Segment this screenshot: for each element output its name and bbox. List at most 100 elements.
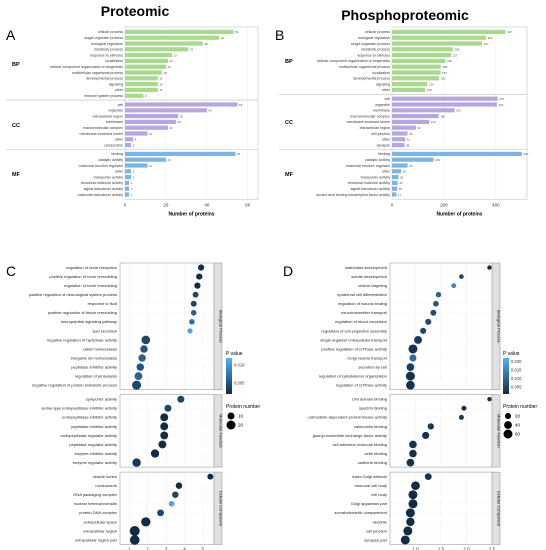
chart-b-bar: [392, 125, 416, 130]
chart-a-category-label: cell: [118, 103, 124, 107]
chart-d-term-label: neuronal cell body: [355, 483, 387, 488]
chart-b-category-label: localization: [372, 71, 390, 75]
chart-b-bar-value: 347: [484, 42, 489, 46]
chart-a-bar: [125, 180, 130, 185]
chart-c-x-tick-label: 1: [128, 547, 131, 550]
chart-a-bar-value: 21: [169, 126, 173, 130]
chart-b-bar-value: 407: [499, 97, 504, 101]
chart-d-dot: [461, 405, 467, 411]
chart-b-bar: [392, 82, 428, 87]
chart-a-bar-value: 20: [167, 158, 171, 162]
chart-d-term-label: neurotransmitter transport: [341, 310, 388, 315]
chart-c-legend-pvalue-tick: 0.010: [234, 363, 245, 368]
chart-c-legend-size-label: 20: [238, 423, 244, 428]
chart-a-bar: [125, 102, 238, 107]
chart-b-bar: [392, 29, 506, 34]
chart-b-bar-value: 51: [407, 138, 411, 142]
chart-c-term-label: DNA packaging complex: [73, 492, 117, 497]
chart-d-term-label: secretion by cell: [358, 364, 387, 369]
chart-b-bar-value: 182: [441, 77, 446, 81]
chart-a-group-label: BP: [12, 62, 20, 68]
chart-a-category-label: other: [115, 138, 124, 142]
chart-b-bar: [392, 35, 486, 40]
chart-b-bar-value: 48: [406, 143, 410, 147]
chart-c-dot: [192, 291, 199, 298]
chart-b-category-label: nucleic acid binding transcription facto…: [316, 193, 390, 197]
chart-b-category-label: synapse: [377, 143, 390, 147]
chart-a-bar-value: 31: [190, 48, 194, 52]
chart-d-dot: [406, 517, 415, 527]
chart-b-bar: [392, 157, 434, 162]
chart-b-bar-value: 187: [442, 71, 447, 75]
chart-b-bar: [392, 41, 483, 46]
chart-c-facet-label: Cellular Component: [219, 491, 224, 527]
chart-a-category-label: cellular component organization or bioge…: [50, 65, 123, 69]
heading-phosphoproteomic: Phosphoproteomic: [341, 7, 469, 23]
chart-a-bar-value: 9: [145, 94, 147, 98]
chart-b-bar: [392, 108, 455, 113]
chart-c-term-label: enzyme regulator activity: [73, 460, 117, 465]
chart-c-term-label: response to fluid: [88, 301, 117, 306]
chart-d-term-label: somatodendritic compartment: [334, 510, 388, 515]
chart-d-legend-size-label: 40: [515, 423, 521, 428]
chart-c-term-label: cation homeostasis: [83, 346, 117, 351]
chart-c-dot: [132, 380, 142, 390]
chart-b-bar: [392, 131, 408, 136]
chart-a-bar-value: 18: [163, 71, 167, 75]
chart-b-category-label: extracellular region: [360, 126, 390, 130]
chart-d-legend-size-dot: [504, 412, 512, 420]
chart-d-facet-label: Molecular Function: [497, 414, 502, 448]
chart-b-bar-value: 25: [400, 175, 404, 179]
chart-d-term-label: cell adhesion molecule binding: [333, 442, 387, 447]
chart-c-term-label: endopeptidase inhibitor activity: [62, 415, 117, 420]
chart-d-dot: [403, 526, 413, 536]
chart-d-legend-size-label: 20: [515, 414, 521, 419]
chart-a-group-label: MF: [12, 172, 21, 178]
chart-d-term-label: regulation of cell projection assembly: [321, 328, 387, 333]
chart-c-dot: [160, 422, 169, 431]
chart-a-bar: [125, 108, 207, 113]
chart-b-x-tick-label: 200: [440, 202, 448, 207]
chart-b-bar-value: 500: [523, 152, 528, 156]
chart-d-term-label: somite development: [351, 274, 388, 279]
chart-b-bar: [392, 143, 405, 148]
chart-b-bar: [392, 70, 441, 75]
chart-c-x-tick-label: 3: [165, 547, 168, 550]
chart-c-term-label: positive regulation of tissue remodeling: [48, 310, 117, 315]
chart-c-facet-strip: [213, 471, 223, 545]
chart-d-term-label: spectrin binding: [359, 406, 387, 411]
chart-a-bar: [125, 82, 158, 87]
chart-b-bar: [392, 151, 522, 156]
chart-d-term-label: epidermal cell differentiation: [337, 292, 387, 297]
chart-a-bar-value: 23: [174, 53, 178, 57]
chart-d-term-label: Golgi vesicle transport: [347, 355, 387, 360]
chart-c-term-label: positive regulation of neurological syst…: [29, 292, 117, 297]
chart-b-bar: [392, 96, 498, 101]
chart-a-bar: [125, 143, 132, 148]
chart-b-category-label: single-organism process: [351, 42, 390, 46]
chart-a-bar: [125, 93, 144, 98]
chart-c-dot: [141, 517, 151, 527]
chart-b-bar-value: 128: [427, 88, 432, 92]
chart-c-term-label: extracellular space: [84, 519, 118, 524]
chart-d-x-tick-label: 1.5: [438, 547, 445, 550]
chart-a-category-label: membrane-enclosed lumen: [79, 132, 123, 136]
chart-b-bar-value: 60: [409, 164, 413, 168]
chart-d-dot: [408, 344, 418, 354]
chart-a-bar: [125, 119, 177, 124]
chart-a-bar: [125, 76, 158, 81]
chart-a-bar-value: 4: [135, 138, 137, 142]
chart-c-term-label: regulation of bone resorption: [66, 265, 117, 270]
chart-a-x-tick-label: 0: [124, 202, 127, 207]
chart-d-term-label: regulation of blood circulation: [335, 319, 387, 324]
chart-d-dot: [400, 535, 410, 545]
chart-b-group-label: CC: [285, 120, 293, 126]
chart-a-bar: [125, 41, 203, 46]
chart-c-term-label: endopeptidase regulator activity: [61, 433, 117, 438]
chart-b-bar-value: 35: [403, 170, 407, 174]
chart-b-bar: [392, 180, 398, 185]
chart-d-dot: [425, 318, 432, 325]
chart-c-dot: [132, 458, 141, 467]
chart-a-bar-value: 2: [131, 181, 133, 185]
chart-b-x-tick-label: 400: [492, 202, 500, 207]
